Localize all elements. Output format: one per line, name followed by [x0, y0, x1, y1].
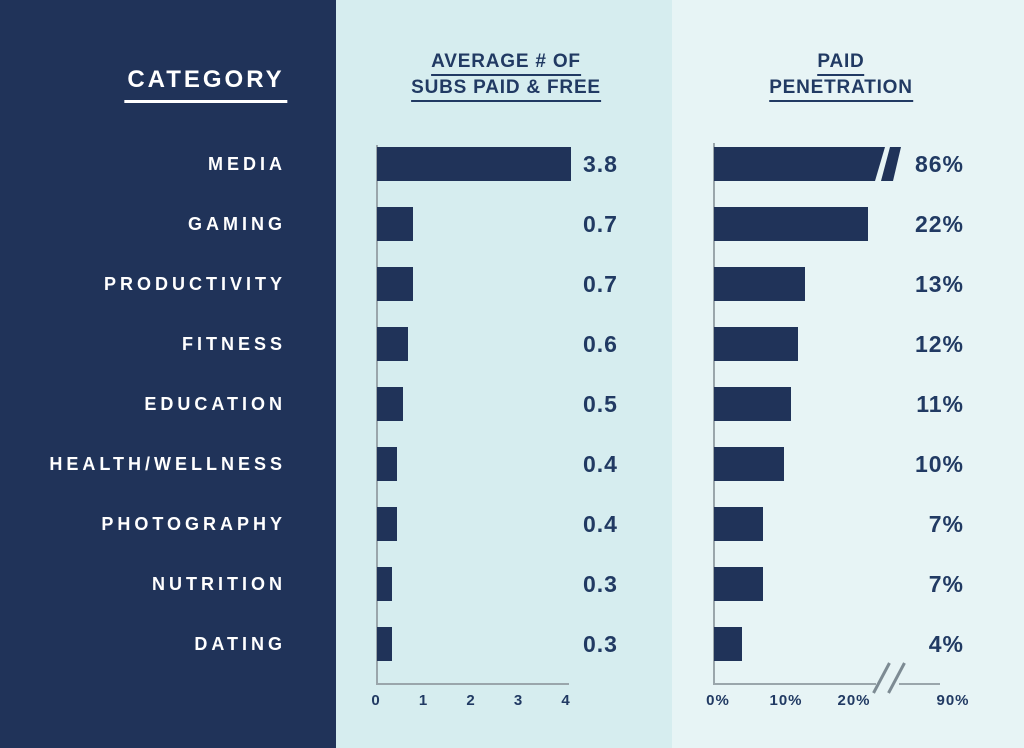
category-label: HEALTH/WELLNESS: [49, 453, 286, 474]
avg-subs-header-line2: SUBS PAID & FREE: [411, 76, 601, 102]
avg-subs-tick-label: 0: [371, 692, 381, 709]
paid-penetration-bar: [714, 627, 742, 661]
avg-subs-value-label: 0.7: [583, 270, 618, 297]
paid-penetration-bar: [714, 567, 763, 601]
avg-subs-bar: [377, 627, 392, 661]
paid-penetration-tick-label: 0%: [706, 692, 730, 709]
avg-subs-bar: [377, 447, 397, 481]
avg-subs-value-label: 0.7: [583, 210, 618, 237]
avg-subs-value-label: 0.3: [583, 630, 618, 657]
paid-penetration-bar: [714, 387, 791, 421]
paid-penetration-tick-label: 90%: [936, 692, 970, 709]
avg-subs-bar: [377, 567, 392, 601]
paid-penetration-value-label: 11%: [916, 390, 964, 417]
category-label: PHOTOGRAPHY: [101, 513, 286, 534]
paid-penetration-value-label: 13%: [914, 270, 964, 297]
paid-penetration-bar: [714, 447, 784, 481]
avg-subs-bar: [377, 387, 403, 421]
avg-subs-bar: [377, 147, 571, 181]
category-header: CATEGORY: [124, 66, 288, 103]
paid-penetration-tick-label: 10%: [769, 692, 803, 709]
paid-penetration-header: PAID PENETRATION: [769, 50, 913, 102]
avg-subs-value-label: 0.3: [583, 570, 618, 597]
avg-subs-bar: [377, 507, 397, 541]
paid-penetration-x-axis-line-right: [899, 683, 940, 685]
avg-subs-bar: [377, 327, 408, 361]
avg-subs-bar: [377, 267, 413, 301]
avg-subs-header: AVERAGE # OF SUBS PAID & FREE: [411, 50, 601, 102]
paid-penetration-bar: [714, 507, 763, 541]
paid-penetration-broken-bar-main: [714, 147, 885, 181]
paid-penetration-value-label: 86%: [914, 150, 964, 177]
avg-subs-value-label: 0.5: [583, 390, 618, 417]
paid-penetration-bar: [714, 267, 805, 301]
avg-subs-value-label: 0.4: [583, 510, 618, 537]
avg-subs-tick-label: 3: [513, 692, 524, 709]
avg-subs-bar: [377, 207, 413, 241]
avg-subs-value-label: 3.8: [583, 150, 618, 177]
category-label: PRODUCTIVITY: [103, 273, 286, 294]
category-label: MEDIA: [208, 153, 286, 174]
paid-penetration-value-label: 10%: [914, 450, 964, 477]
avg-subs-chart-column: AVERAGE # OF SUBS PAID & FREE 3.8 0.7 0.7 0…: [336, 0, 672, 748]
paid-penetration-header-line2: PENETRATION: [769, 76, 913, 102]
avg-subs-value-label: 0.6: [583, 330, 618, 357]
paid-penetration-chart-column: PAID PENETRATION 86% 22% 13% 12% 11% 10% 7% 7% 4…: [672, 0, 1024, 748]
paid-penetration-bar: [714, 207, 868, 241]
category-column: CATEGORY MEDIA GAMING PRODUCTIVITY FITNESS E…: [0, 0, 336, 748]
category-label: GAMING: [188, 213, 286, 234]
category-label: FITNESS: [181, 333, 286, 354]
paid-penetration-tick-label: 20%: [837, 692, 871, 709]
paid-penetration-value-label: 7%: [928, 510, 964, 537]
paid-penetration-x-axis-line-left: [713, 683, 876, 685]
category-label: DATING: [194, 633, 286, 654]
paid-penetration-value-label: 4%: [928, 630, 964, 657]
avg-subs-tick-label: 4: [561, 692, 571, 709]
category-label: EDUCATION: [144, 393, 286, 414]
avg-subs-tick-label: 2: [466, 692, 476, 709]
paid-penetration-value-label: 12%: [914, 330, 964, 357]
avg-subs-value-label: 0.4: [583, 450, 618, 477]
paid-penetration-value-label: 22%: [914, 210, 964, 237]
paid-penetration-value-label: 7%: [928, 570, 964, 597]
avg-subs-header-line1: AVERAGE # OF: [431, 50, 581, 76]
category-label: NUTRITION: [152, 573, 286, 594]
avg-subs-x-axis-line: [376, 683, 569, 685]
paid-penetration-bar: [714, 327, 798, 361]
paid-penetration-header-line1: PAID: [817, 50, 865, 76]
avg-subs-tick-label: 1: [418, 692, 429, 709]
